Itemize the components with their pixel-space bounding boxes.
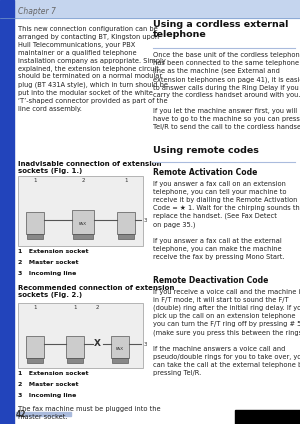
Text: 3: 3 [144, 218, 148, 223]
Text: 42: 42 [16, 410, 26, 419]
Text: Inadvisable connection of extension
sockets (Fig. 1.): Inadvisable connection of extension sock… [18, 161, 161, 175]
Bar [18, 176, 143, 246]
Text: Remote Activation Code: Remote Activation Code [153, 168, 257, 177]
Text: Using remote codes: Using remote codes [153, 146, 259, 155]
Bar [67, 358, 83, 363]
Text: If you answer a fax call at the external
telephone, you can make the machine
rec: If you answer a fax call at the external… [153, 238, 284, 260]
Bar [111, 336, 129, 358]
Text: 1: 1 [33, 305, 37, 310]
Bar [235, 410, 300, 424]
Bar [117, 212, 135, 234]
Bar [66, 336, 84, 358]
Text: 1: 1 [124, 178, 128, 183]
Text: This new connection configuration can be
arranged by contacting BT, Kingston upo: This new connection configuration can be… [18, 26, 168, 112]
Text: 3   Incoming line: 3 Incoming line [18, 393, 76, 398]
Bar [72, 210, 94, 234]
Text: FAX: FAX [79, 223, 87, 226]
Bar [27, 358, 43, 363]
Text: 2   Master socket: 2 Master socket [18, 260, 79, 265]
Text: If you let the machine answer first, you will
have to go to the machine so you c: If you let the machine answer first, you… [153, 108, 300, 130]
Text: 3: 3 [144, 341, 148, 346]
Text: 3   Incoming line: 3 Incoming line [18, 271, 76, 276]
Text: Once the base unit of the cordless telephone
has been connected to the same tele: Once the base unit of the cordless telep… [153, 52, 300, 98]
Text: If you receive a voice call and the machine is
in F/T mode, it will start to sou: If you receive a voice call and the mach… [153, 289, 300, 335]
Text: Using a cordless external
telephone: Using a cordless external telephone [153, 20, 288, 39]
Bar [112, 358, 128, 363]
Text: FAX: FAX [116, 347, 124, 351]
Text: 1: 1 [73, 305, 77, 310]
Text: 2   Master socket: 2 Master socket [18, 382, 79, 387]
Bar [0, 0, 14, 424]
Bar [26, 336, 44, 358]
Text: 2: 2 [96, 305, 99, 310]
Bar [26, 212, 44, 234]
Bar [16, 412, 71, 416]
Text: If the machine answers a voice call and
pseudo/double rings for you to take over: If the machine answers a voice call and … [153, 346, 300, 376]
Text: Chapter 7: Chapter 7 [18, 8, 56, 17]
Text: 1   Extension socket: 1 Extension socket [18, 371, 88, 376]
Bar [118, 234, 134, 239]
Text: X: X [94, 340, 101, 349]
Text: The fax machine must be plugged into the
master socket.: The fax machine must be plugged into the… [18, 406, 160, 420]
Text: Recommended connection of extension
sockets (Fig. 2.): Recommended connection of extension sock… [18, 285, 174, 298]
Bar [18, 303, 143, 368]
Bar [0, 0, 300, 18]
Text: 2: 2 [81, 178, 85, 183]
Text: Remote Deactivation Code: Remote Deactivation Code [153, 276, 268, 285]
Text: 1: 1 [33, 178, 37, 183]
Text: If you answer a fax call on an extension
telephone, you can tell your machine to: If you answer a fax call on an extension… [153, 181, 300, 228]
Bar [73, 234, 93, 239]
Bar [27, 234, 43, 239]
Text: 1   Extension socket: 1 Extension socket [18, 249, 88, 254]
